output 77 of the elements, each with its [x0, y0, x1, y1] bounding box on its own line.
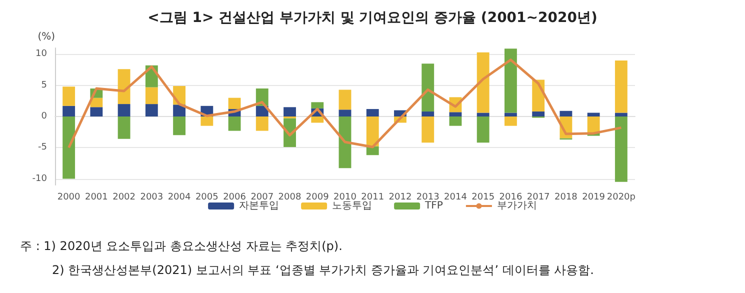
bar — [338, 90, 352, 110]
bar — [173, 116, 186, 136]
bar — [614, 112, 628, 116]
bar — [422, 116, 434, 143]
bar — [118, 104, 130, 116]
bar — [422, 64, 434, 112]
bar — [118, 69, 130, 104]
bar — [200, 116, 214, 126]
x-tick-label: 2018 — [554, 192, 578, 202]
x-tick-label: 2015 — [472, 192, 495, 202]
bar — [560, 110, 572, 116]
x-tick-label: 2005 — [195, 192, 218, 202]
bar — [476, 112, 490, 116]
x-tick-label: 2019 — [582, 192, 606, 202]
bar — [256, 106, 268, 116]
bar — [256, 116, 268, 131]
bar — [284, 107, 296, 116]
bar — [614, 60, 628, 113]
bar — [366, 109, 379, 116]
chart-title: <그림 1> 건설산업 부가가치 및 기여요인의 증가율 (2001~2020년) — [148, 10, 598, 26]
bar — [449, 116, 462, 126]
legend-label: 부가가치 — [496, 200, 537, 212]
x-tick-label: 2004 — [168, 192, 192, 202]
bar — [422, 112, 434, 116]
bar — [532, 112, 545, 116]
bar — [587, 116, 600, 133]
bar — [62, 116, 76, 179]
bar — [311, 102, 324, 108]
legend-label: TFP — [424, 200, 443, 212]
x-tick-label: 2000 — [57, 192, 81, 202]
bar — [476, 52, 490, 113]
bar — [504, 116, 517, 126]
x-tick-label: 2020p — [606, 192, 636, 202]
x-tick-label: 2013 — [416, 192, 440, 202]
x-tick-label: 2012 — [388, 192, 412, 202]
text: 2) 한국생산성본부(2021) 보고서의 부표 ‘업종별 부가가치 증가율과 기여요인분석’ 데이터를 사용함. — [52, 263, 594, 277]
x-tick-label: 2002 — [112, 192, 136, 202]
legend-label: 자본투입 — [239, 200, 280, 212]
bar — [311, 116, 324, 123]
y-tick-label: 10 — [36, 49, 48, 60]
y-tick-label: 0 — [41, 112, 48, 122]
bar — [476, 116, 490, 143]
x-tick-label: 2009 — [306, 192, 330, 202]
bar — [449, 112, 462, 116]
bar — [173, 104, 186, 116]
bar — [504, 48, 517, 113]
y-tick-label: -5 — [38, 142, 47, 153]
bar — [338, 110, 352, 116]
y-tick-label: -10 — [32, 174, 48, 184]
bar — [145, 87, 158, 104]
text: 주 : 1) 2020년 요소투입과 총요소생산성 자료는 추정치(p). — [20, 239, 342, 253]
y-axis-title: (%) — [38, 32, 56, 42]
bar — [118, 116, 130, 139]
bar — [504, 112, 517, 116]
bar — [366, 116, 379, 146]
bar — [338, 116, 352, 168]
bar — [614, 116, 628, 182]
bar — [62, 86, 76, 106]
x-tick-label: 2017 — [526, 192, 550, 202]
x-tick-label: 2016 — [499, 192, 522, 202]
line-series — [68, 58, 622, 149]
bar — [587, 112, 600, 116]
x-tick-label: 2006 — [223, 192, 246, 202]
bar — [90, 107, 103, 116]
x-tick-label: 2001 — [84, 192, 108, 202]
x-tick-label: 2003 — [140, 192, 164, 202]
bar — [228, 116, 241, 131]
y-tick-label: 5 — [41, 80, 47, 90]
x-tick-label: 2011 — [361, 192, 384, 202]
bar — [62, 106, 76, 116]
x-tick-label: 2007 — [250, 192, 274, 202]
x-tick-label: 2008 — [278, 192, 302, 202]
bar — [228, 98, 241, 110]
bar — [145, 104, 158, 116]
legend-label: 노동투입 — [332, 200, 372, 212]
x-tick-label: 2014 — [444, 192, 468, 202]
x-tick-label: 2010 — [334, 192, 357, 202]
